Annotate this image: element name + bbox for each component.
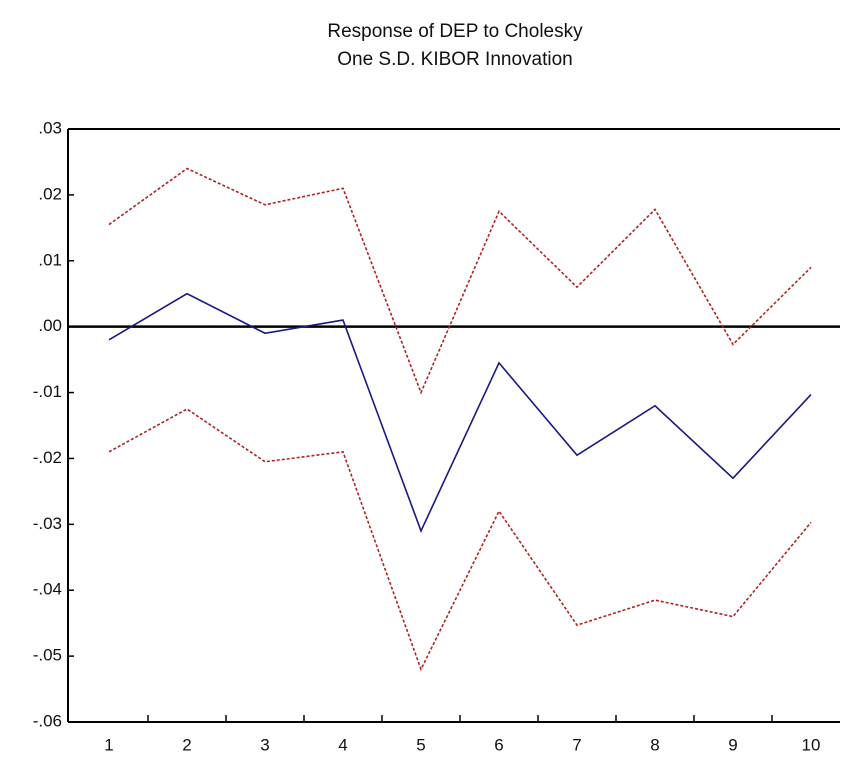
series-line xyxy=(108,408,812,672)
y-tick-label: -.06 xyxy=(33,711,62,730)
y-tick-label: .01 xyxy=(38,250,62,269)
x-tick-label: 1 xyxy=(104,735,113,754)
x-tick-label: 3 xyxy=(260,735,269,754)
x-tick-label: 10 xyxy=(802,735,821,754)
y-tick-label: -.02 xyxy=(33,448,62,467)
chart-title: Response of DEP to Cholesky xyxy=(327,21,583,42)
y-tick-label: -.01 xyxy=(33,382,62,401)
x-tick-label: 5 xyxy=(416,735,425,754)
x-tick-label: 6 xyxy=(494,735,503,754)
series-line xyxy=(108,292,812,534)
y-tick-label: -.04 xyxy=(33,580,62,599)
x-tick-label: 2 xyxy=(182,735,191,754)
x-tick-label: 8 xyxy=(650,735,659,754)
x-tick-label: 4 xyxy=(338,735,347,754)
y-tick-label: .03 xyxy=(38,118,62,137)
x-tick-label: 7 xyxy=(572,735,581,754)
chart-title: One S.D. KIBOR Innovation xyxy=(337,49,573,70)
series-line xyxy=(108,167,812,395)
y-tick-label: -.05 xyxy=(33,646,62,665)
y-tick-label: -.03 xyxy=(33,514,62,533)
y-tick-label: .00 xyxy=(38,316,62,335)
y-tick-label: .02 xyxy=(38,184,62,203)
x-tick-label: 9 xyxy=(728,735,737,754)
